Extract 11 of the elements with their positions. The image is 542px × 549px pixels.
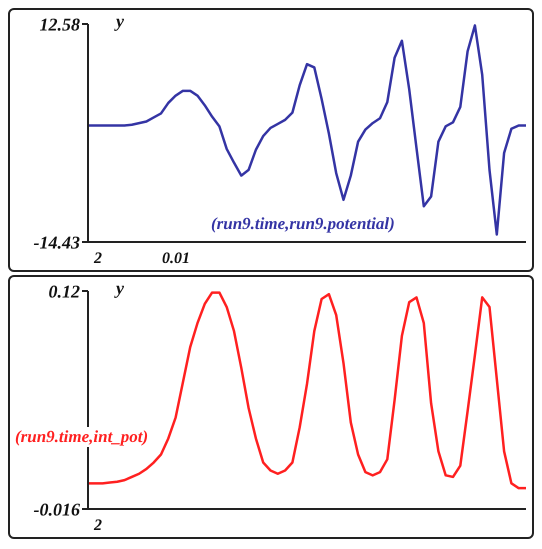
- text: 2: [94, 517, 102, 535]
- y-tick-label: 12.58: [40, 14, 80, 34]
- y-tick-label: -0.016: [34, 499, 80, 520]
- y-axis-title: y: [114, 278, 125, 298]
- series-label: (run9.time,int_pot): [14, 427, 150, 447]
- text: 0.01: [162, 250, 190, 268]
- y-tick-label: -14.43: [34, 232, 80, 252]
- text: 2: [94, 250, 102, 268]
- series-label: (run9.time,run9.potential): [210, 214, 396, 234]
- y-tick-label: 0.12: [48, 281, 80, 302]
- y-axis-title: y: [114, 10, 125, 31]
